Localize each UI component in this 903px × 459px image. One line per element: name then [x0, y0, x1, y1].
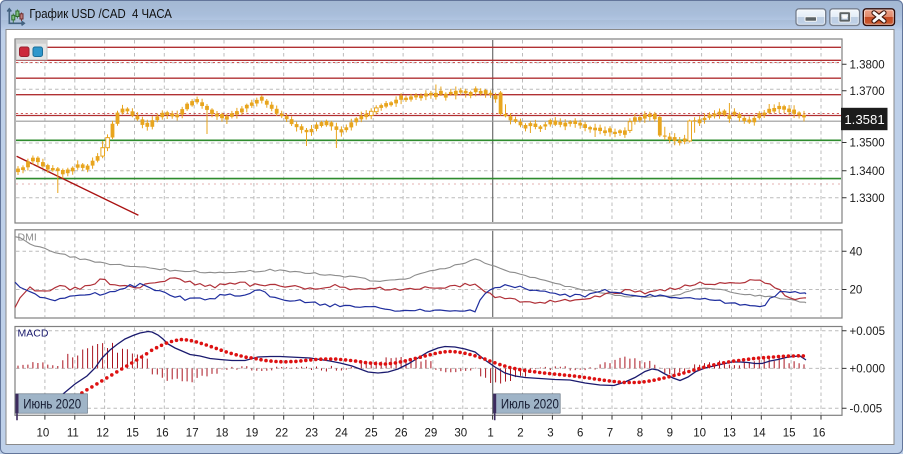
svg-text:6: 6 [577, 428, 583, 440]
svg-text:Июль 2020: Июль 2020 [501, 396, 559, 411]
svg-text:+0.005: +0.005 [850, 326, 886, 338]
svg-text:13: 13 [723, 428, 736, 440]
svg-text:10: 10 [693, 428, 706, 440]
svg-text:20: 20 [850, 285, 863, 297]
svg-text:1.3400: 1.3400 [850, 166, 885, 178]
svg-text:2: 2 [517, 428, 523, 440]
svg-text:7: 7 [607, 428, 613, 440]
svg-text:18: 18 [216, 428, 229, 440]
svg-text:24: 24 [335, 428, 348, 440]
svg-text:График USD /CAD 4 ЧАСА: График USD /CAD 4 ЧАСА [29, 6, 172, 21]
svg-text:10: 10 [37, 428, 50, 440]
svg-text:9: 9 [667, 428, 673, 440]
svg-text:8: 8 [637, 428, 643, 440]
svg-text:14: 14 [753, 428, 766, 440]
svg-text:17: 17 [186, 428, 199, 440]
svg-text:25: 25 [365, 428, 378, 440]
svg-text:26: 26 [395, 428, 408, 440]
svg-text:12: 12 [96, 428, 109, 440]
svg-text:30: 30 [454, 428, 467, 440]
svg-text:1.3700: 1.3700 [850, 86, 885, 98]
svg-text:29: 29 [425, 428, 438, 440]
svg-text:22: 22 [275, 428, 288, 440]
svg-text:1.3500: 1.3500 [850, 138, 885, 150]
svg-text:15: 15 [783, 428, 796, 440]
svg-text:+0.000: +0.000 [850, 363, 886, 375]
svg-text:1.3800: 1.3800 [850, 59, 885, 71]
svg-text:1.3581: 1.3581 [844, 112, 884, 127]
svg-text:40: 40 [850, 246, 863, 258]
svg-text:-0.005: -0.005 [850, 403, 883, 415]
svg-text:19: 19 [246, 428, 259, 440]
svg-text:MACD: MACD [18, 328, 49, 340]
svg-text:DMI: DMI [18, 232, 37, 244]
svg-text:1.3300: 1.3300 [850, 193, 885, 205]
svg-text:16: 16 [813, 428, 826, 440]
svg-text:15: 15 [126, 428, 139, 440]
svg-text:3: 3 [547, 428, 553, 440]
svg-text:23: 23 [305, 428, 318, 440]
svg-text:11: 11 [67, 428, 79, 440]
svg-text:Июнь 2020: Июнь 2020 [23, 396, 81, 411]
svg-text:16: 16 [156, 428, 169, 440]
svg-text:1: 1 [487, 428, 493, 440]
